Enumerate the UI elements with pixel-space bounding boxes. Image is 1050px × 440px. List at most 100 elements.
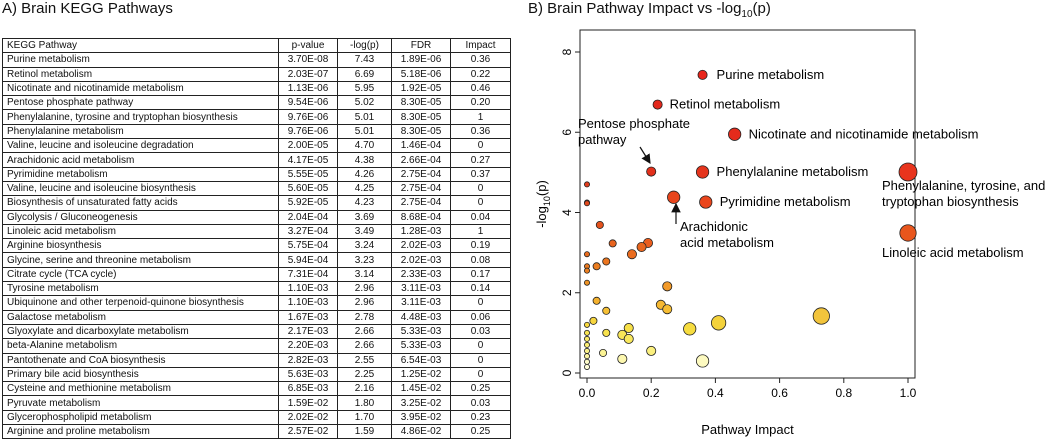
x-tick-label: 1.0 xyxy=(900,386,917,400)
table-row: beta-Alanine metabolism 2.20E-03 2.66 5.33E… xyxy=(2,338,511,354)
cell-neg-log-p: 2.78 xyxy=(337,309,392,325)
cell-pathway: Arachidonic acid metabolism xyxy=(2,152,279,168)
annotation-line: tryptophan biosynthesis xyxy=(882,194,1019,209)
cell-neg-log-p: 2.96 xyxy=(337,281,392,297)
table-row: Cysteine and methionine metabolism 6.85E-… xyxy=(2,381,511,397)
table-row: Tyrosine metabolism 1.10E-03 2.96 3.11E-03 0… xyxy=(2,281,511,297)
cell-fdr: 5.33E-03 xyxy=(391,338,451,354)
cell-p-value: 3.70E-08 xyxy=(278,52,338,68)
annotation-line: acid metabolism xyxy=(680,235,774,250)
cell-impact: 0 xyxy=(450,138,511,154)
data-point xyxy=(589,316,598,325)
y-axis-label-subscript: 10 xyxy=(542,196,552,206)
cell-pathway: Glycine, serine and threonine metabolism xyxy=(2,252,279,268)
cell-neg-log-p: 5.95 xyxy=(337,80,392,97)
data-point xyxy=(899,224,917,242)
table-row: Valine, leucine and isoleucine biosynthe… xyxy=(2,180,511,197)
cell-fdr: 3.25E-02 xyxy=(391,395,451,411)
cell-neg-log-p: 2.16 xyxy=(337,381,392,397)
data-point xyxy=(584,353,591,360)
x-tick-label: 0.0 xyxy=(579,386,596,400)
cell-neg-log-p: 3.14 xyxy=(337,266,392,283)
table-row: Primary bile acid biosynthesis 5.63E-03 2.… xyxy=(2,366,511,383)
header-impact: Impact xyxy=(450,37,511,54)
cell-pathway: Arginine biosynthesis xyxy=(2,238,279,254)
cell-impact: 0.08 xyxy=(450,252,511,268)
cell-p-value: 6.85E-03 xyxy=(278,381,338,397)
axes-layer: 0.0 0.2 0.4 0.6 0.8 1.0 0 2 4 6 8 Pathway Impact -lo… xyxy=(534,29,917,437)
table-row: Ubiquinone and other terpenoid-quinone b… xyxy=(2,295,511,311)
cell-p-value: 2.04E-04 xyxy=(278,209,338,225)
header-kegg-pathway: KEGG Pathway xyxy=(2,37,279,54)
cell-p-value: 5.55E-05 xyxy=(278,166,338,182)
table-row: Pyrimidine metabolism 5.55E-05 4.26 2.75E-0… xyxy=(2,166,511,182)
cell-neg-log-p: 1.70 xyxy=(337,409,392,426)
data-point xyxy=(617,353,628,364)
header-p-value: p-value xyxy=(278,37,338,54)
cell-fdr: 4.48E-03 xyxy=(391,309,451,325)
cell-fdr: 1.89E-06 xyxy=(391,52,451,68)
cell-fdr: 2.02E-03 xyxy=(391,252,451,268)
cell-p-value: 2.82E-03 xyxy=(278,352,338,368)
table-row: Glycolysis / Gluconeogenesis 2.04E-04 3.69… xyxy=(2,209,511,225)
data-point xyxy=(584,267,591,274)
cell-pathway: Nicotinate and nicotinamide metabolism xyxy=(2,80,279,97)
cell-p-value: 3.27E-04 xyxy=(278,223,338,240)
cell-neg-log-p: 4.25 xyxy=(337,180,392,197)
cell-neg-log-p: 3.24 xyxy=(337,238,392,254)
data-point xyxy=(599,348,608,357)
cell-impact: 0 xyxy=(450,366,511,383)
data-point xyxy=(812,307,830,325)
data-point xyxy=(584,181,591,188)
data-point xyxy=(592,296,601,305)
cell-fdr: 1.92E-05 xyxy=(391,80,451,97)
cell-p-value: 9.76E-06 xyxy=(278,109,338,125)
cell-neg-log-p: 2.66 xyxy=(337,338,392,354)
data-point xyxy=(584,335,591,342)
cell-p-value: 2.17E-03 xyxy=(278,323,338,340)
cell-impact: 1 xyxy=(450,223,511,240)
data-point xyxy=(898,162,918,182)
cell-impact: 0.36 xyxy=(450,52,511,68)
impact-scatter-plot: 0.0 0.2 0.4 0.6 0.8 1.0 0 2 4 6 8 Pathway Impact -lo… xyxy=(534,29,1045,437)
cell-p-value: 2.20E-03 xyxy=(278,338,338,354)
panel-a-title: A) Brain KEGG Pathways xyxy=(2,0,173,17)
cell-neg-log-p: 6.69 xyxy=(337,66,392,82)
cell-fdr: 3.95E-02 xyxy=(391,409,451,426)
cell-pathway: Citrate cycle (TCA cycle) xyxy=(2,266,279,283)
cell-impact: 0.25 xyxy=(450,424,511,440)
cell-fdr: 1.28E-03 xyxy=(391,223,451,240)
data-point xyxy=(646,345,657,356)
annotation-line: Arachidonic xyxy=(680,219,748,234)
cell-fdr: 2.66E-04 xyxy=(391,152,451,168)
cell-p-value: 2.02E-02 xyxy=(278,409,338,426)
cell-impact: 0.36 xyxy=(450,123,511,140)
cell-impact: 0.04 xyxy=(450,209,511,225)
cell-fdr: 2.02E-03 xyxy=(391,238,451,254)
table-row: Glycerophospholipid metabolism 2.02E-02 1.… xyxy=(2,409,511,426)
cell-impact: 0.27 xyxy=(450,152,511,168)
cell-pathway: Tyrosine metabolism xyxy=(2,281,279,297)
cell-pathway: Glyoxylate and dicarboxylate metabolism xyxy=(2,323,279,340)
cell-p-value: 5.75E-04 xyxy=(278,238,338,254)
cell-p-value: 1.67E-03 xyxy=(278,309,338,325)
cell-pathway: Phenylalanine metabolism xyxy=(2,123,279,140)
points-layer xyxy=(584,69,918,370)
data-point xyxy=(584,200,591,207)
point-annotation: Pentose phosphate pathway xyxy=(578,116,690,147)
cell-neg-log-p: 5.01 xyxy=(337,123,392,140)
cell-p-value: 5.60E-05 xyxy=(278,180,338,197)
cell-neg-log-p: 3.23 xyxy=(337,252,392,268)
data-point xyxy=(584,279,591,286)
data-point xyxy=(697,69,708,80)
cell-neg-log-p: 4.26 xyxy=(337,166,392,182)
table-header-row: KEGG Pathway p-value -log(p) FDR Impact xyxy=(2,37,511,54)
cell-pathway: Valine, leucine and isoleucine biosynthe… xyxy=(2,180,279,197)
cell-fdr: 2.75E-04 xyxy=(391,166,451,182)
cell-impact: 1 xyxy=(450,109,511,125)
cell-pathway: Pyrimidine metabolism xyxy=(2,166,279,182)
cell-p-value: 1.59E-02 xyxy=(278,395,338,411)
panel-b-title-tail: (p) xyxy=(752,0,771,17)
y-tick-label: 6 xyxy=(560,129,574,136)
header-neg-log-p: -log(p) xyxy=(337,37,392,54)
